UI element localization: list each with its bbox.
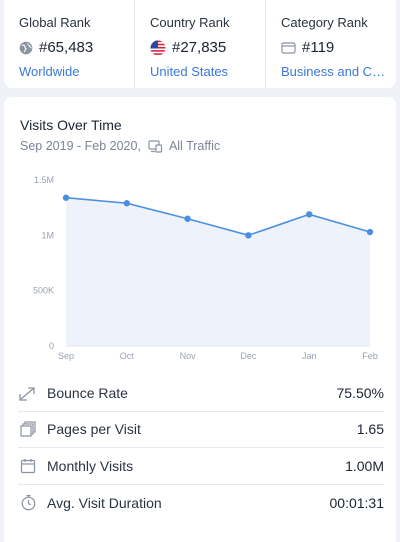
x-tick-label: Jan (302, 351, 317, 361)
y-tick-label: 500K (33, 286, 54, 296)
card-title: Visits Over Time (20, 117, 122, 133)
x-tick-label: Dec (240, 351, 257, 361)
us-flag-icon (150, 40, 166, 56)
category-rank-value: #119 (302, 39, 335, 56)
y-tick-label: 1.5M (34, 175, 54, 185)
visits-chart-svg: 0 500K 1M 1.5M Sep Oct Nov Dec Jan Feb (33, 175, 378, 361)
metric-avg-visit-duration: Avg. Visit Duration 00:01:31 (18, 485, 384, 522)
visits-chart: 0 500K 1M 1.5M Sep Oct Nov Dec Jan Feb (4, 167, 396, 367)
country-rank: Country Rank #27,835 Uni (134, 0, 265, 88)
global-rank-label: Global Rank (19, 15, 91, 30)
united-states-link[interactable]: United States (150, 64, 229, 79)
data-point[interactable] (306, 211, 313, 218)
visits-over-time-card: Visits Over Time Sep 2019 - Feb 2020, Al… (4, 97, 396, 542)
date-range: Sep 2019 - Feb 2020, (20, 139, 141, 153)
metric-value: 75.50% (336, 384, 384, 401)
category-rank-label: Category Rank (281, 15, 368, 30)
metric-value: 00:01:31 (329, 494, 385, 511)
area-fill (66, 197, 370, 346)
metric-label: Pages per Visit (47, 421, 141, 438)
stopwatch-icon (18, 494, 38, 511)
traffic-type: All Traffic (168, 139, 221, 153)
global-rank: Global Rank #65,483 Worldwide (4, 0, 134, 88)
x-tick-label: Nov (180, 351, 197, 361)
pages-icon (18, 421, 38, 437)
category-icon (281, 41, 296, 54)
category-rank: Category Rank #119 Business and Co... (265, 0, 396, 88)
x-tick-label: Feb (362, 351, 378, 361)
metric-label: Avg. Visit Duration (47, 494, 162, 511)
metric-value: 1.65 (356, 421, 384, 438)
worldwide-link[interactable]: Worldwide (19, 64, 80, 79)
rank-summary: Global Rank #65,483 Worldwide Country Ra… (4, 0, 396, 88)
devices-icon (148, 139, 163, 153)
metrics-list: Bounce Rate 75.50% Pages per Visit 1.65 … (18, 375, 384, 521)
bounce-arrow-icon (18, 385, 38, 401)
country-rank-label: Country Rank (150, 15, 230, 30)
metric-monthly-visits: Monthly Visits 1.00M (18, 448, 384, 485)
data-point[interactable] (62, 194, 70, 201)
y-tick-label: 0 (49, 341, 54, 351)
x-tick-label: Sep (58, 351, 74, 361)
calendar-icon (18, 458, 38, 474)
global-rank-row: #65,483 (19, 39, 134, 56)
data-point[interactable] (366, 228, 374, 236)
x-tick-label: Oct (120, 351, 135, 361)
data-point[interactable] (184, 215, 191, 222)
global-rank-value: #65,483 (39, 39, 94, 56)
data-point[interactable] (245, 232, 252, 239)
metric-value: 1.00M (345, 457, 384, 474)
series-line (65, 196, 371, 237)
data-point[interactable] (123, 200, 130, 207)
globe-icon (19, 41, 33, 55)
category-link[interactable]: Business and Co... (281, 64, 391, 79)
country-rank-row: #27,835 (150, 39, 265, 56)
country-rank-value: #27,835 (172, 39, 227, 56)
metric-label: Monthly Visits (47, 457, 134, 474)
y-tick-label: 1M (41, 230, 54, 240)
metric-pages-per-visit: Pages per Visit 1.65 (18, 412, 384, 448)
metric-label: Bounce Rate (47, 384, 128, 401)
category-rank-row: #119 (281, 39, 396, 56)
card-subtitle: Sep 2019 - Feb 2020, All Traffic (20, 139, 220, 153)
metric-bounce-rate: Bounce Rate 75.50% (18, 375, 384, 412)
